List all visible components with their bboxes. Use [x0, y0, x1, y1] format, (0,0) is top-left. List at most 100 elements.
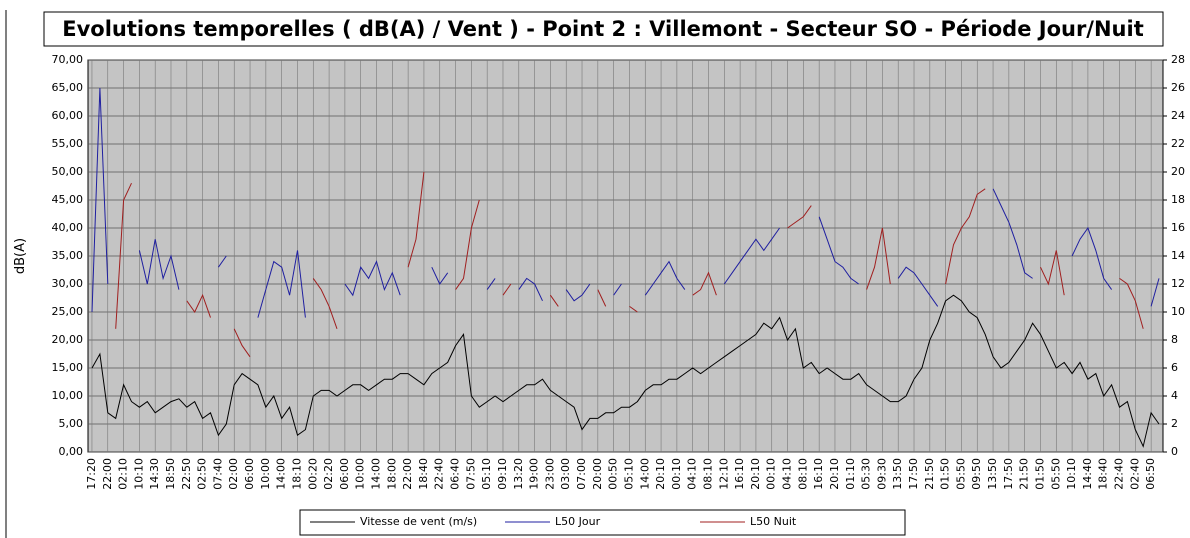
x-tick-label: 22:40: [433, 458, 446, 490]
x-tick-label: 06:40: [449, 458, 462, 490]
x-tick-label: 14:40: [1081, 458, 1094, 490]
x-tick-label: 21:50: [923, 458, 936, 490]
x-tick-label: 18:40: [417, 458, 430, 490]
y2-tick-label: 0: [1171, 445, 1178, 458]
y-axis-label: dB(A): [13, 238, 28, 274]
y-tick-label: 40,00: [52, 221, 84, 234]
y-tick-label: 30,00: [52, 277, 84, 290]
x-tick-label: 10:00: [354, 458, 367, 490]
x-tick-label: 22:00: [101, 458, 114, 490]
y2-tick-label: 16: [1171, 221, 1185, 234]
x-tick-label: 23:00: [543, 458, 556, 490]
x-tick-label: 17:20: [85, 458, 98, 490]
x-tick-label: 05:30: [860, 458, 873, 490]
x-tick-label: 00:20: [306, 458, 319, 490]
x-tick-label: 12:10: [717, 458, 730, 490]
x-tick-label: 07:40: [211, 458, 224, 490]
x-tick-label: 13:50: [986, 458, 999, 490]
x-tick-label: 01:10: [844, 458, 857, 490]
x-tick-label: 22:50: [180, 458, 193, 490]
series-line: [91, 87, 1160, 318]
x-tick-label: 07:50: [464, 458, 477, 490]
x-tick-label: 02:20: [322, 458, 335, 490]
y-tick-label: 60,00: [52, 109, 84, 122]
x-tick-label: 06:00: [243, 458, 256, 490]
x-tick-label: 07:00: [575, 458, 588, 490]
y2-tick-label: 18: [1171, 193, 1185, 206]
y-tick-label: 65,00: [52, 81, 84, 94]
x-tick-label: 10:10: [1065, 458, 1078, 490]
y2-tick-label: 6: [1171, 361, 1178, 374]
x-tick-label: 06:00: [338, 458, 351, 490]
y-tick-label: 25,00: [52, 305, 84, 318]
x-tick-label: 20:10: [654, 458, 667, 490]
chart-title: Evolutions temporelles ( dB(A) / Vent ) …: [62, 17, 1144, 41]
x-tick-label: 02:50: [196, 458, 209, 490]
x-tick-label: 03:00: [559, 458, 572, 490]
y-tick-label: 45,00: [52, 193, 84, 206]
x-tick-label: 17:50: [907, 458, 920, 490]
y2-tick-label: 22: [1171, 137, 1185, 150]
x-tick-label: 00:10: [670, 458, 683, 490]
x-tick-label: 10:10: [132, 458, 145, 490]
x-tick-label: 14:30: [148, 458, 161, 490]
x-tick-label: 02:00: [227, 458, 240, 490]
y2-tick-label: 4: [1171, 389, 1178, 402]
y2-tick-label: 12: [1171, 277, 1185, 290]
x-tick-label: 14:00: [275, 458, 288, 490]
y2-tick-label: 20: [1171, 165, 1185, 178]
x-tick-label: 05:10: [480, 458, 493, 490]
x-tick-label: 19:00: [528, 458, 541, 490]
x-tick-label: 06:50: [1144, 458, 1157, 490]
x-tick-label: 14:00: [370, 458, 383, 490]
y2-tick-label: 24: [1171, 109, 1185, 122]
x-tick-label: 00:50: [607, 458, 620, 490]
x-tick-label: 05:10: [622, 458, 635, 490]
series-line: [91, 294, 1160, 448]
y-tick-label: 35,00: [52, 249, 84, 262]
x-tick-label: 05:50: [1049, 458, 1062, 490]
x-tick-label: 18:50: [164, 458, 177, 490]
x-tick-label: 18:40: [1097, 458, 1110, 490]
title-box: [43, 11, 1164, 47]
x-tick-label: 00:10: [765, 458, 778, 490]
x-tick-label: 22:00: [401, 458, 414, 490]
y-tick-label: 55,00: [52, 137, 84, 150]
x-tick-label: 13:50: [891, 458, 904, 490]
x-tick-label: 18:10: [290, 458, 303, 490]
x-tick-label: 01:50: [1033, 458, 1046, 490]
x-tick-label: 18:00: [385, 458, 398, 490]
x-tick-label: 22:40: [1113, 458, 1126, 490]
series-line: [115, 171, 1144, 358]
y2-tick-label: 2: [1171, 417, 1178, 430]
x-tick-label: 16:10: [812, 458, 825, 490]
x-tick-label: 21:50: [1018, 458, 1031, 490]
y-tick-label: 20,00: [52, 333, 84, 346]
x-tick-label: 02:40: [1128, 458, 1141, 490]
x-tick-label: 08:10: [796, 458, 809, 490]
x-tick-label: 04:10: [686, 458, 699, 490]
y2-tick-label: 14: [1171, 249, 1185, 262]
x-tick-label: 04:10: [781, 458, 794, 490]
x-tick-label: 10:00: [259, 458, 272, 490]
y2-tick-label: 26: [1171, 81, 1185, 94]
legend-label: L50 Jour: [555, 515, 601, 528]
x-tick-label: 02:10: [117, 458, 130, 490]
x-tick-label: 16:10: [733, 458, 746, 490]
y2-tick-label: 8: [1171, 333, 1178, 346]
y-tick-label: 70,00: [52, 53, 84, 66]
x-tick-label: 20:10: [749, 458, 762, 490]
y-tick-label: 50,00: [52, 165, 84, 178]
legend-label: Vitesse de vent (m/s): [360, 515, 477, 528]
legend-label: L50 Nuit: [750, 515, 797, 528]
legend-box: [299, 509, 906, 536]
x-tick-label: 01:50: [939, 458, 952, 490]
y-tick-label: 5,00: [59, 417, 84, 430]
x-tick-label: 20:00: [591, 458, 604, 490]
x-tick-label: 05:50: [954, 458, 967, 490]
y2-tick-label: 28: [1171, 53, 1185, 66]
x-tick-label: 17:50: [1002, 458, 1015, 490]
x-tick-label: 09:50: [970, 458, 983, 490]
